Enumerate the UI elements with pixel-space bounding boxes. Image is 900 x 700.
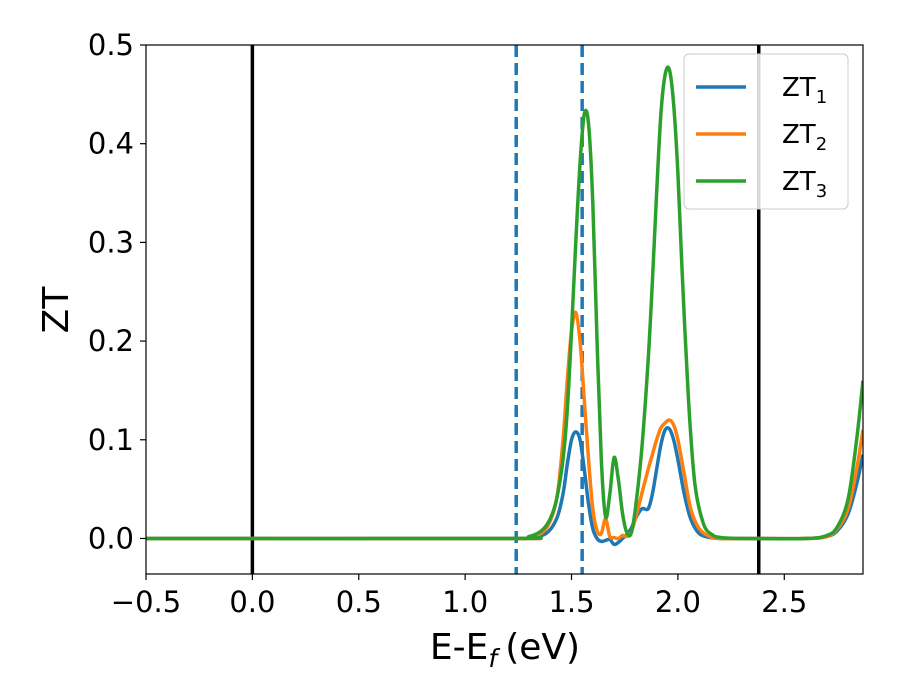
legend-label-zt2: ZT2	[782, 120, 827, 155]
x-tick-label-1: 0.0	[229, 585, 275, 619]
legend-label-main: ZT	[782, 167, 816, 197]
y-tick-label-1: 0.1	[88, 423, 134, 457]
y-tick-label-4: 0.4	[88, 127, 134, 161]
y-tick-label-3: 0.3	[88, 225, 134, 259]
y-axis-ticks: 0.0 0.1 0.2 0.3 0.4 0.5	[88, 28, 146, 555]
x-axis-ticks: −0.5 0.0 0.5 1.0 1.5 2.0 2.5	[111, 574, 807, 619]
legend-label-sub: 3	[816, 181, 827, 202]
x-tick-label-0: −0.5	[111, 585, 181, 619]
legend-label-zt3: ZT3	[782, 167, 827, 202]
y-tick-label-2: 0.2	[88, 324, 134, 358]
series-line-zt3	[146, 65, 863, 541]
y-tick-label-0: 0.0	[88, 521, 134, 555]
x-tick-label-3: 1.0	[442, 585, 488, 619]
x-axis-title-main: E-E	[430, 627, 488, 668]
y-tick-label-5: 0.5	[88, 28, 134, 62]
legend-box	[683, 53, 849, 210]
legend-label-main: ZT	[782, 120, 816, 150]
legend-label-zt1: ZT1	[782, 73, 827, 108]
x-tick-label-2: 0.5	[336, 585, 382, 619]
x-tick-label-6: 2.5	[761, 585, 807, 619]
legend-label-main: ZT	[782, 73, 816, 103]
legend-label-sub: 2	[816, 134, 827, 155]
x-tick-label-4: 1.5	[548, 585, 594, 619]
plot-frame	[145, 44, 864, 575]
legend-label-sub: 1	[816, 87, 827, 108]
series-lines	[146, 65, 863, 547]
y-axis-title: ZT	[36, 286, 77, 334]
x-tick-label-5: 2.0	[655, 585, 701, 619]
x-axis-title-unit: (eV)	[505, 627, 580, 668]
x-axis-title: E-Ef (eV)	[430, 627, 580, 673]
